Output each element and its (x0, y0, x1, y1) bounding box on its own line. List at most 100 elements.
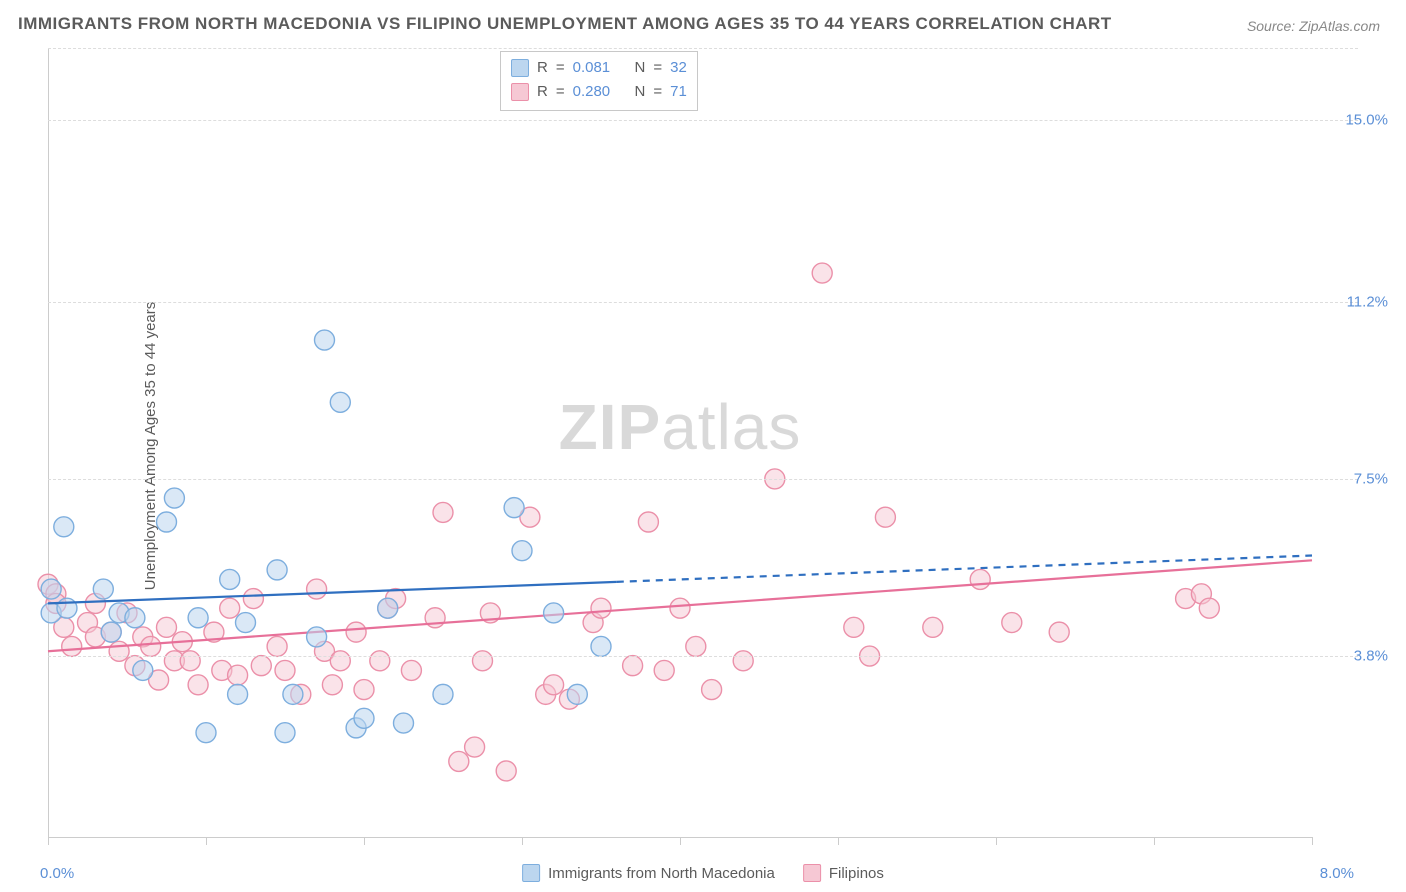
legend-item-a: Immigrants from North Macedonia (522, 864, 775, 882)
legend-swatch-b-icon (803, 864, 821, 882)
scatter-point (251, 656, 271, 676)
scatter-point (812, 263, 832, 283)
scatter-point (157, 512, 177, 532)
x-tick (48, 837, 49, 845)
scatter-point (496, 761, 516, 781)
scatter-point (970, 569, 990, 589)
scatter-point (875, 507, 895, 527)
scatter-point (473, 651, 493, 671)
stats-eq3: = (556, 80, 565, 104)
stats-n-label2: N (635, 80, 646, 104)
scatter-point (686, 636, 706, 656)
scatter-point (567, 684, 587, 704)
scatter-point (844, 617, 864, 637)
scatter-point (378, 598, 398, 618)
scatter-point (267, 560, 287, 580)
scatter-point (923, 617, 943, 637)
x-tick (680, 837, 681, 845)
scatter-point (670, 598, 690, 618)
scatter-point (702, 680, 722, 700)
gridline (48, 302, 1358, 303)
scatter-point (188, 675, 208, 695)
scatter-point (157, 617, 177, 637)
scatter-point (101, 622, 121, 642)
legend-label-b: Filipinos (829, 865, 884, 882)
scatter-point (623, 656, 643, 676)
y-tick-label: 11.2% (1347, 293, 1388, 310)
swatch-b-icon (511, 83, 529, 101)
scatter-point (315, 330, 335, 350)
stats-a-r: 0.081 (573, 56, 611, 80)
stats-r-label2: R (537, 80, 548, 104)
scatter-point (164, 488, 184, 508)
scatter-point (354, 680, 374, 700)
x-min-label: 0.0% (40, 865, 74, 882)
trend-line (48, 582, 617, 604)
scatter-point (180, 651, 200, 671)
scatter-point (54, 517, 74, 537)
y-tick-label: 7.5% (1354, 470, 1388, 487)
scatter-point (125, 608, 145, 628)
scatter-point (504, 498, 524, 518)
y-tick-label: 15.0% (1345, 111, 1388, 128)
legend-swatch-a-icon (522, 864, 540, 882)
scatter-point (307, 627, 327, 647)
swatch-a-icon (511, 59, 529, 77)
scatter-point (109, 641, 129, 661)
scatter-point (196, 723, 216, 743)
legend-label-a: Immigrants from North Macedonia (548, 865, 775, 882)
stats-b-n: 71 (670, 80, 687, 104)
scatter-point (1199, 598, 1219, 618)
scatter-point (544, 603, 564, 623)
scatter-point (283, 684, 303, 704)
stats-row-a: R = 0.081 N = 32 (511, 56, 687, 80)
scatter-point (465, 737, 485, 757)
stats-eq2: = (653, 56, 662, 80)
gridline (48, 656, 1358, 657)
scatter-point (1049, 622, 1069, 642)
stats-r-label: R (537, 56, 548, 80)
x-tick (838, 837, 839, 845)
stats-row-b: R = 0.280 N = 71 (511, 80, 687, 104)
x-tick (996, 837, 997, 845)
x-tick (1154, 837, 1155, 845)
scatter-point (346, 622, 366, 642)
scatter-point (57, 598, 77, 618)
x-tick (206, 837, 207, 845)
scatter-point (591, 598, 611, 618)
scatter-point (307, 579, 327, 599)
scatter-point (394, 713, 414, 733)
scatter-point (433, 684, 453, 704)
scatter-point (133, 660, 153, 680)
scatter-point (188, 608, 208, 628)
scatter-point (267, 636, 287, 656)
scatter-point (41, 579, 61, 599)
scatter-point (141, 636, 161, 656)
scatter-point (733, 651, 753, 671)
scatter-point (638, 512, 658, 532)
scatter-point (654, 660, 674, 680)
scatter-point (1002, 613, 1022, 633)
scatter-point (243, 589, 263, 609)
scatter-point (228, 684, 248, 704)
x-tick (522, 837, 523, 845)
x-max-label: 8.0% (1320, 865, 1354, 882)
plot-area: ZIPatlas R = 0.081 N = 32 R = 0.280 N = … (48, 48, 1312, 838)
scatter-point (544, 675, 564, 695)
stats-n-label: N (635, 56, 646, 80)
scatter-point (228, 665, 248, 685)
bottom-legend: Immigrants from North Macedonia Filipino… (522, 864, 884, 882)
scatter-point (591, 636, 611, 656)
scatter-point (322, 675, 342, 695)
scatter-point (220, 569, 240, 589)
scatter-point (512, 541, 532, 561)
chart-title: IMMIGRANTS FROM NORTH MACEDONIA VS FILIP… (18, 14, 1112, 34)
gridline (48, 120, 1358, 121)
gridline (48, 48, 1358, 49)
scatter-point (220, 598, 240, 618)
x-tick (1312, 837, 1313, 845)
stats-b-r: 0.280 (573, 80, 611, 104)
y-tick-label: 3.8% (1354, 648, 1388, 665)
scatter-point (93, 579, 113, 599)
stats-a-n: 32 (670, 56, 687, 80)
